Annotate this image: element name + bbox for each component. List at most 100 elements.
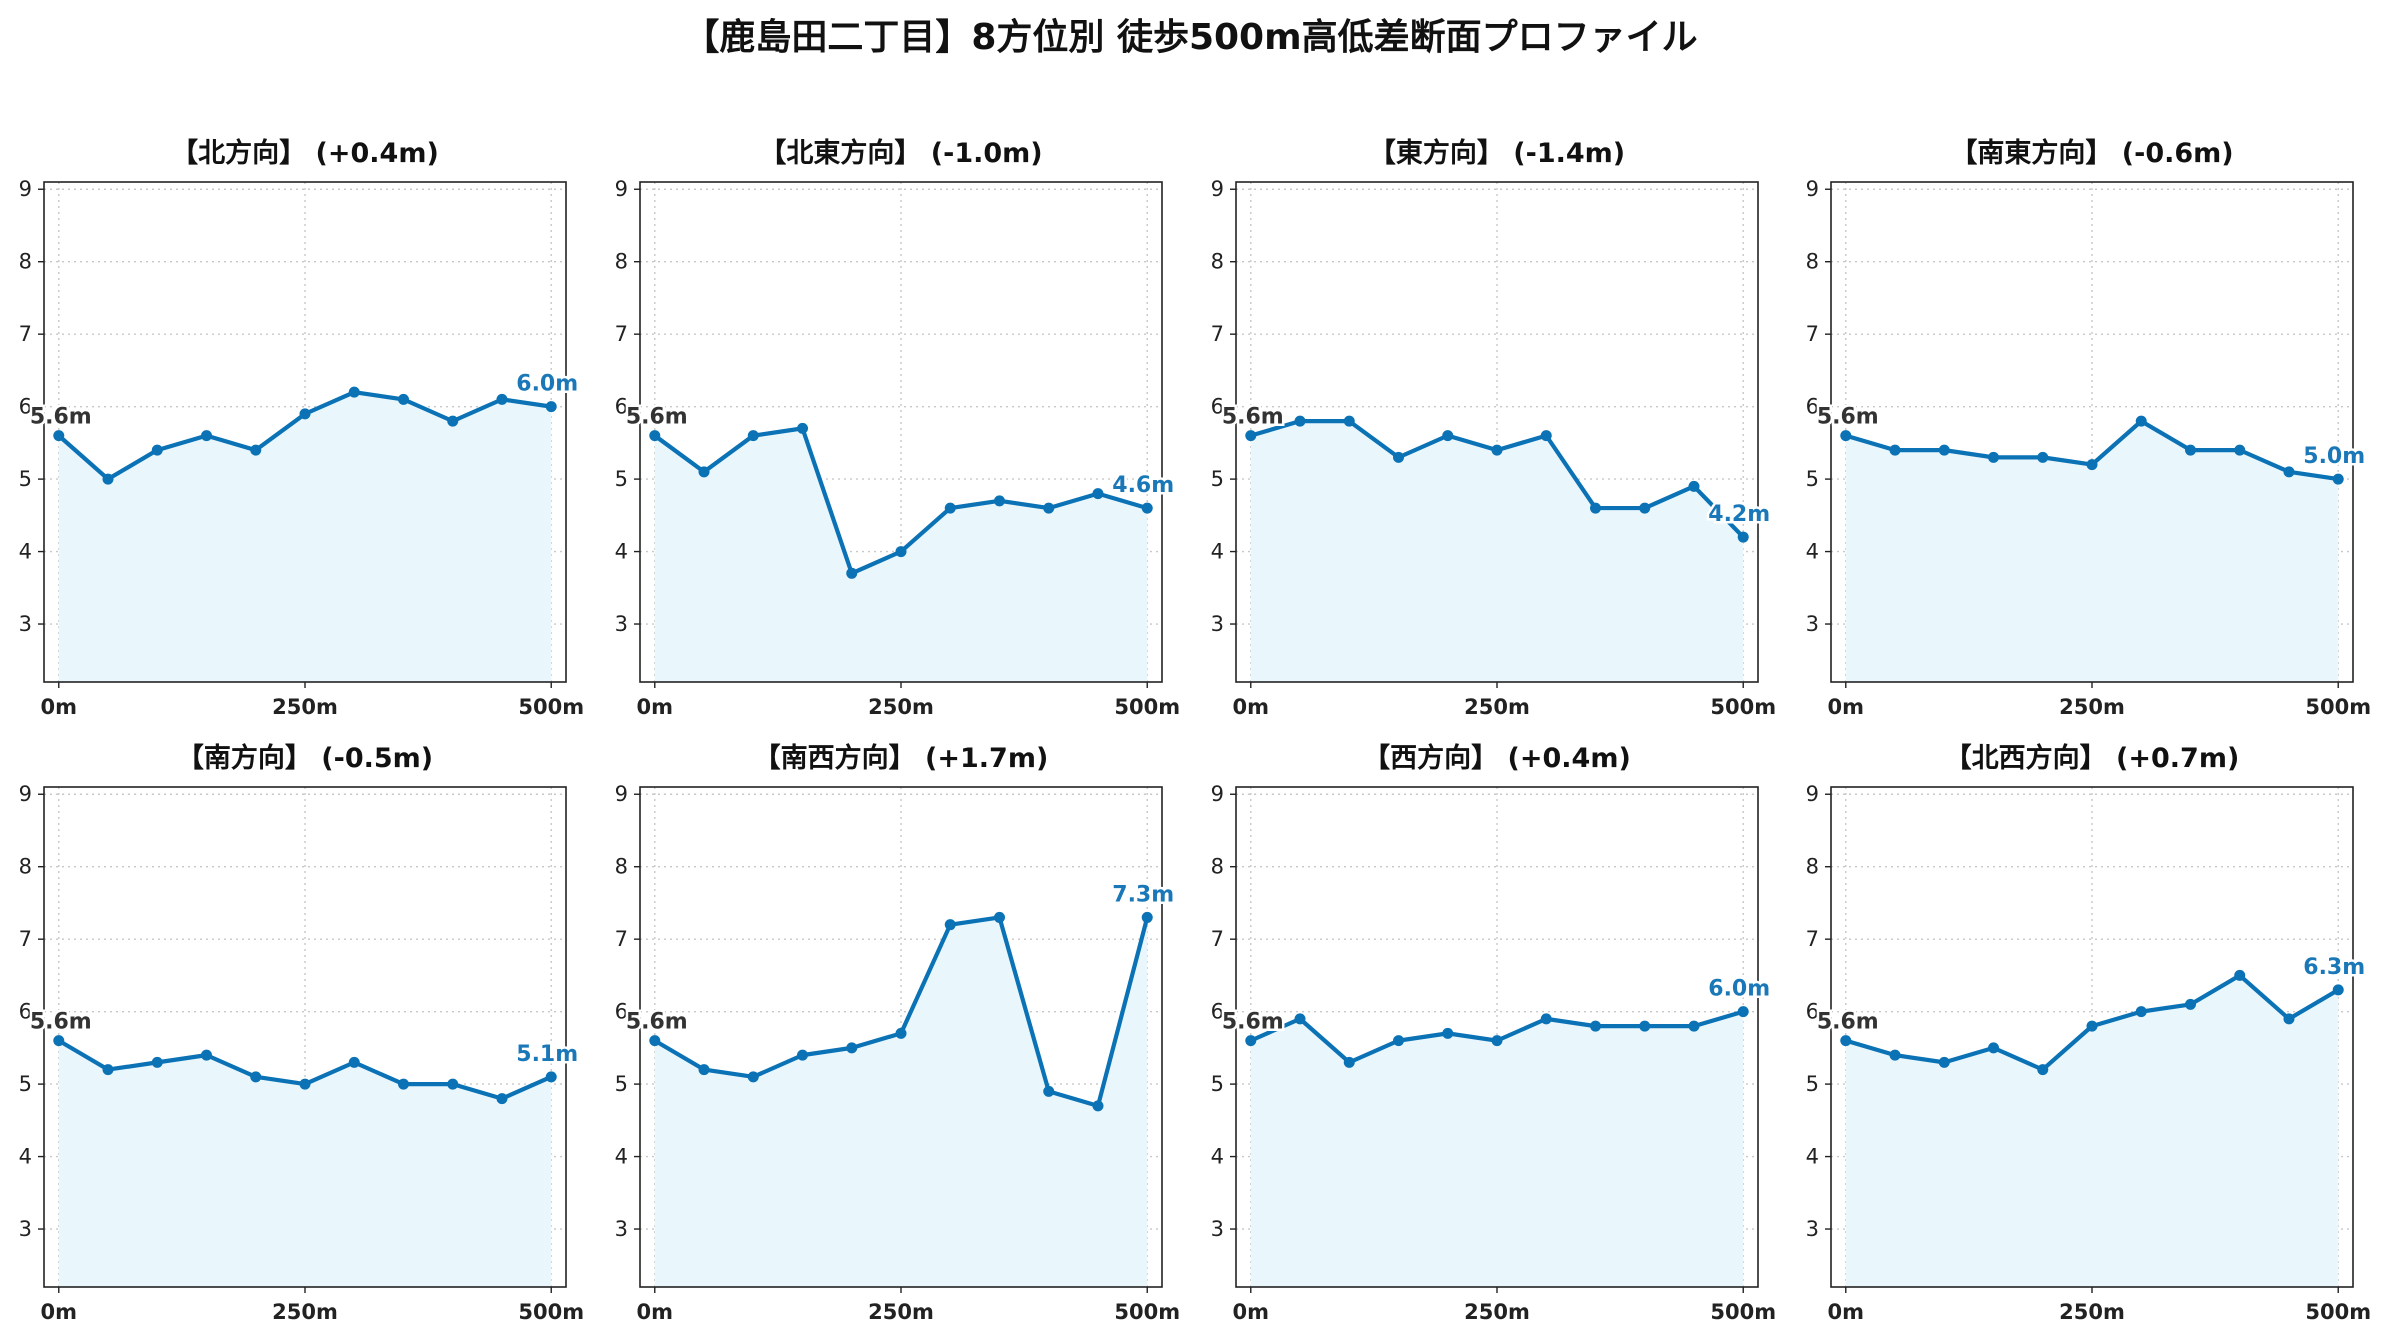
end-elevation-label: 6.3m xyxy=(2303,955,2365,980)
data-point xyxy=(545,1071,557,1083)
y-tick-label: 7 xyxy=(19,927,32,951)
data-point xyxy=(846,1042,858,1054)
data-point xyxy=(151,1056,163,1068)
data-point xyxy=(1737,531,1749,543)
data-point xyxy=(299,408,311,420)
data-point xyxy=(1343,415,1355,427)
y-tick-label: 3 xyxy=(615,1217,628,1241)
x-tick-label: 500m xyxy=(2305,695,2371,719)
y-tick-label: 4 xyxy=(615,540,628,564)
data-point xyxy=(698,1064,710,1076)
y-tick-label: 6 xyxy=(1211,1000,1224,1024)
data-point xyxy=(797,422,809,434)
data-point xyxy=(895,1027,907,1039)
x-tick-label: 250m xyxy=(2059,1300,2125,1324)
data-point xyxy=(1938,1056,1950,1068)
y-tick-label: 8 xyxy=(1806,855,1819,879)
data-point xyxy=(1889,1049,1901,1061)
data-point xyxy=(496,393,508,405)
data-point xyxy=(1294,415,1306,427)
data-point xyxy=(1092,1100,1104,1112)
start-elevation-label: 5.6m xyxy=(30,1010,92,1035)
data-point xyxy=(299,1078,311,1090)
data-point xyxy=(447,415,459,427)
y-tick-label: 9 xyxy=(615,782,628,806)
data-point xyxy=(1938,444,1950,456)
y-tick-label: 7 xyxy=(615,927,628,951)
end-elevation-label: 4.2m xyxy=(1708,502,1770,527)
y-tick-label: 5 xyxy=(1211,1072,1224,1096)
data-point xyxy=(797,1049,809,1061)
data-point xyxy=(1141,911,1153,923)
data-point xyxy=(2234,969,2246,981)
y-tick-label: 6 xyxy=(615,1000,628,1024)
plot-frame xyxy=(1830,786,2354,1288)
x-tick-label: 250m xyxy=(1464,1300,1530,1324)
end-elevation-label: 5.1m xyxy=(516,1042,578,1067)
figure-title: 【鹿島田二丁目】8方位別 徒歩500m高低差断面プロファイル xyxy=(683,17,1698,58)
y-tick-label: 4 xyxy=(1806,540,1819,564)
y-tick-label: 7 xyxy=(1211,927,1224,951)
data-point xyxy=(1442,430,1454,442)
data-point xyxy=(846,567,858,579)
data-point xyxy=(1491,1035,1503,1047)
x-tick-label: 250m xyxy=(868,695,934,719)
plot-frame xyxy=(1830,181,2354,683)
subplot-title: 【南東方向】 (-0.6m) xyxy=(1950,137,2233,169)
plot-frame xyxy=(639,786,1163,1288)
data-point xyxy=(1540,430,1552,442)
data-point xyxy=(1639,1020,1651,1032)
x-tick-label: 0m xyxy=(637,695,674,719)
data-point xyxy=(151,444,163,456)
data-point xyxy=(397,1078,409,1090)
data-point xyxy=(1688,1020,1700,1032)
data-point xyxy=(1245,1035,1257,1047)
data-point xyxy=(1737,1006,1749,1018)
y-tick-label: 8 xyxy=(1211,250,1224,274)
y-tick-label: 5 xyxy=(615,1072,628,1096)
y-tick-label: 4 xyxy=(1211,540,1224,564)
data-point xyxy=(102,473,114,485)
data-point xyxy=(2135,1006,2147,1018)
y-tick-label: 4 xyxy=(19,540,32,564)
y-tick-label: 5 xyxy=(615,467,628,491)
y-tick-label: 9 xyxy=(19,782,32,806)
y-tick-label: 7 xyxy=(1806,322,1819,346)
subplot-7: 【西方向】 (+0.4m) 3 4 5 6 7 8 9 0m 250m 500m 5.6m 6.0m xyxy=(1211,742,1776,1324)
data-point xyxy=(698,466,710,478)
data-point xyxy=(1092,488,1104,500)
subplot-title: 【南方向】 (-0.5m) xyxy=(177,742,433,774)
start-elevation-label: 5.6m xyxy=(626,405,688,430)
elevation-area xyxy=(1250,421,1744,682)
x-tick-label: 500m xyxy=(2305,1300,2371,1324)
data-point xyxy=(2037,1064,2049,1076)
data-point xyxy=(1294,1013,1306,1025)
end-elevation-label: 6.0m xyxy=(516,372,578,397)
x-tick-label: 500m xyxy=(1710,1300,1776,1324)
start-elevation-label: 5.6m xyxy=(1817,405,1879,430)
x-tick-label: 250m xyxy=(868,1300,934,1324)
y-tick-label: 9 xyxy=(1806,177,1819,201)
start-elevation-label: 5.6m xyxy=(626,1010,688,1035)
plot-frame xyxy=(1235,181,1759,683)
x-tick-label: 0m xyxy=(41,1300,78,1324)
subplot-5: 【南方向】 (-0.5m) 3 4 5 6 7 8 9 0m 250m 500m 5.6m 5.1m xyxy=(19,742,584,1324)
data-point xyxy=(1889,444,1901,456)
data-point xyxy=(944,919,956,931)
plot-frame xyxy=(639,181,1163,683)
elevation-area xyxy=(58,1040,552,1287)
subplot-title: 【北方向】 (+0.4m) xyxy=(171,137,439,169)
data-point xyxy=(1343,1056,1355,1068)
data-point xyxy=(2332,473,2344,485)
start-elevation-label: 5.6m xyxy=(1222,405,1284,430)
y-tick-label: 4 xyxy=(615,1145,628,1169)
x-tick-label: 500m xyxy=(1114,695,1180,719)
x-tick-label: 0m xyxy=(637,1300,674,1324)
plot-frame xyxy=(43,786,567,1288)
end-elevation-label: 6.0m xyxy=(1708,977,1770,1002)
y-tick-label: 3 xyxy=(1806,1217,1819,1241)
x-tick-label: 0m xyxy=(1828,1300,1865,1324)
data-point xyxy=(397,393,409,405)
y-tick-label: 9 xyxy=(19,177,32,201)
data-point xyxy=(1393,1035,1405,1047)
